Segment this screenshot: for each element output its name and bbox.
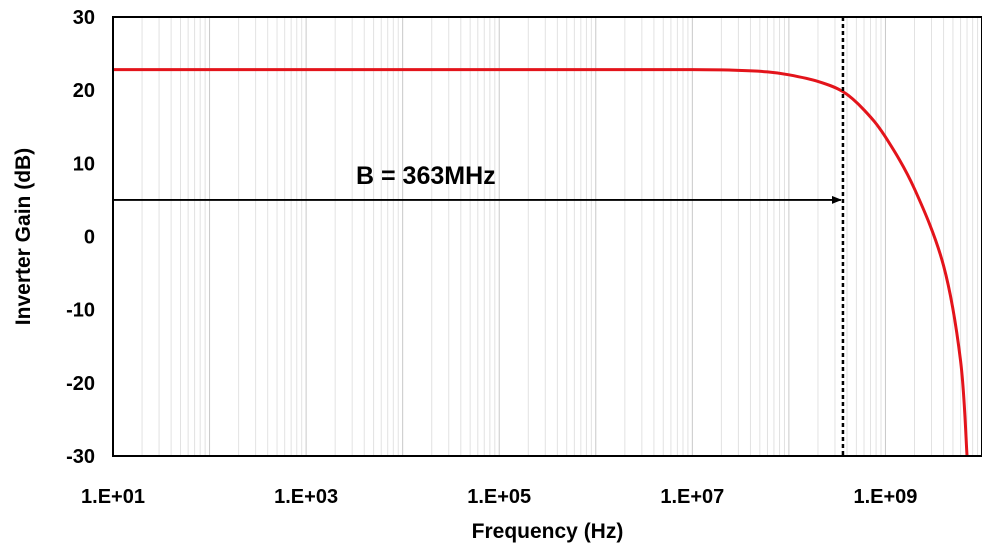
y-tick-label: -10 bbox=[66, 300, 95, 322]
y-tick-label: 20 bbox=[73, 80, 95, 102]
y-tick-label: 30 bbox=[73, 7, 95, 29]
bandwidth-label: B = 363MHz bbox=[356, 162, 496, 190]
x-tick-label: 1.E+09 bbox=[853, 486, 917, 508]
y-axis-title: Inverter Gain (dB) bbox=[12, 148, 35, 325]
x-tick-label: 1.E+07 bbox=[660, 486, 724, 508]
y-tick-labels: -30 -20 -10 0 10 20 30 bbox=[66, 7, 95, 468]
x-tick-label: 1.E+05 bbox=[467, 486, 531, 508]
x-tick-labels: 1.E+01 1.E+03 1.E+05 1.E+07 1.E+09 bbox=[81, 486, 917, 508]
series-line-0 bbox=[113, 68, 969, 457]
y-tick-label: 0 bbox=[84, 227, 95, 249]
grid-lines bbox=[141, 17, 979, 456]
plot-frame bbox=[112, 16, 982, 457]
x-tick-label: 1.E+03 bbox=[274, 486, 338, 508]
x-axis-title: Frequency (Hz) bbox=[472, 520, 624, 543]
series-layer bbox=[113, 68, 969, 457]
y-tick-label: 10 bbox=[73, 153, 95, 175]
annotation-layer bbox=[114, 17, 845, 456]
y-tick-label: -30 bbox=[66, 446, 95, 468]
y-tick-label: -20 bbox=[66, 373, 95, 395]
x-tick-label: 1.E+01 bbox=[81, 486, 145, 508]
